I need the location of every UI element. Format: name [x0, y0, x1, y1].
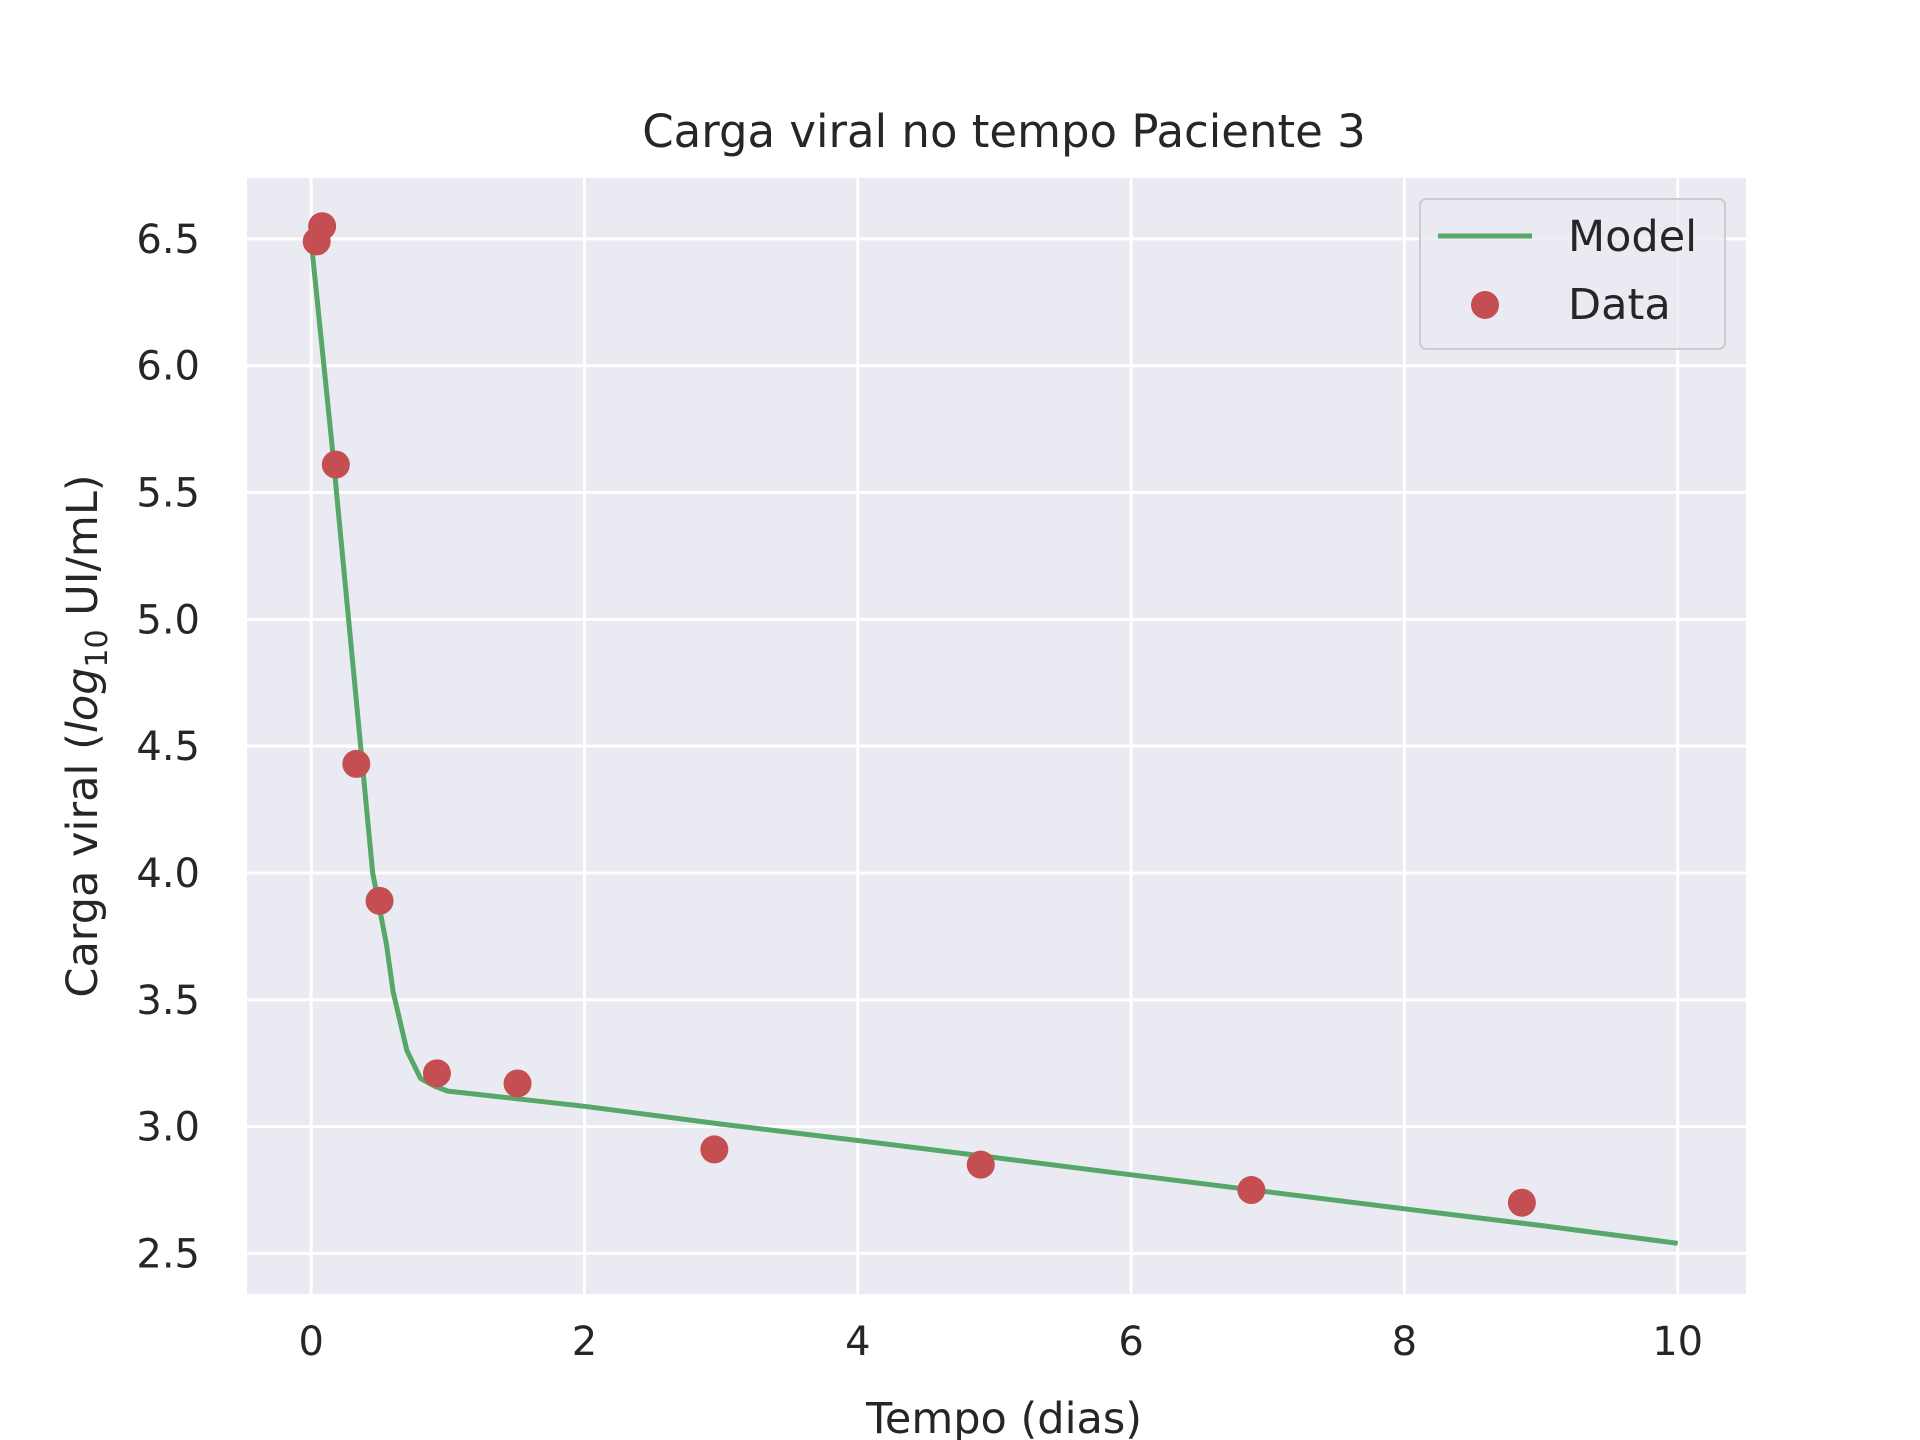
data-point [342, 749, 371, 778]
x-tick-label: 0 [298, 1319, 323, 1365]
y-tick-label: 6.5 [136, 217, 200, 263]
y-axis-label-suffix: UI/mL) [58, 474, 108, 629]
data-point [308, 212, 337, 241]
data-point [1507, 1188, 1536, 1217]
y-tick-label: 2.5 [136, 1231, 200, 1277]
y-tick-label: 5.5 [136, 471, 200, 517]
series-layer [302, 212, 1679, 1246]
y-tick-label: 3.0 [136, 1105, 200, 1151]
y-tick-label: 5.0 [136, 597, 200, 643]
x-tick-label: 4 [845, 1319, 870, 1365]
legend: Model Data [1419, 198, 1726, 350]
data-point [321, 450, 350, 479]
legend-model-label: Model [1568, 212, 1697, 262]
tick-labels: 0 2 4 6 8 10 2.5 3.0 3.5 4.0 4.5 5.0 5.5 6.0 6.5 [136, 217, 1703, 1365]
y-axis-label-log: log [58, 668, 108, 734]
x-tick-label: 2 [572, 1319, 597, 1365]
data-point [422, 1059, 451, 1088]
y-tick-label: 4.0 [136, 851, 200, 897]
grid [247, 178, 1746, 1294]
x-tick-label: 10 [1652, 1319, 1703, 1365]
data-point [966, 1150, 995, 1179]
y-tick-label: 6.0 [136, 344, 200, 390]
y-axis-label-prefix: Carga viral ( [58, 733, 108, 997]
x-tick-label: 8 [1392, 1319, 1417, 1365]
data-point [700, 1135, 729, 1164]
plot-area [247, 178, 1746, 1294]
y-tick-label: 4.5 [136, 724, 200, 770]
data-point [503, 1069, 532, 1098]
y-axis-label: Carga viral (log10 UI/mL) [58, 474, 115, 997]
legend-data-swatch [1471, 291, 1499, 319]
y-tick-label: 3.5 [136, 978, 200, 1024]
legend-data-label: Data [1568, 280, 1671, 330]
data-point [1237, 1176, 1266, 1205]
data-point [365, 886, 394, 915]
x-tick-label: 6 [1118, 1319, 1143, 1365]
x-axis-label: Tempo (dias) [865, 1394, 1142, 1440]
chart-title: Carga viral no tempo Paciente 3 [642, 105, 1366, 158]
y-axis-label-subscript: 10 [80, 629, 115, 667]
